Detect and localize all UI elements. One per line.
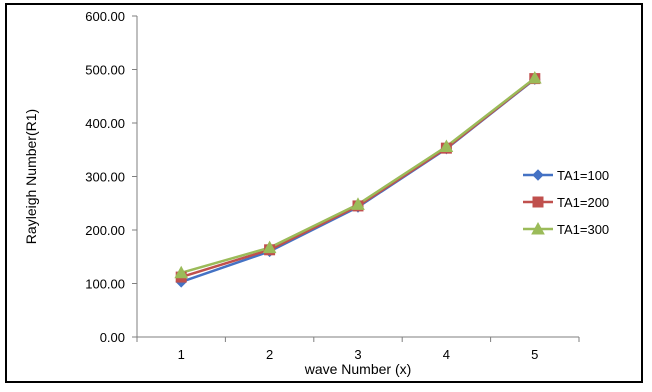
series-lines	[180, 77, 536, 284]
y-axis-ticks: 0.00 100.00 200.00 300.00 400.00 500.00 600.00	[85, 9, 137, 345]
data-point-3-2	[262, 240, 277, 254]
series-line-2	[180, 77, 536, 279]
legend-marker-3	[531, 221, 545, 235]
data-point-3-4	[439, 139, 454, 153]
legend-marker-2	[532, 196, 544, 208]
y-tick-label: 200.00	[85, 223, 125, 238]
chart-frame: 0.00 100.00 200.00 300.00 400.00 500.00 600.00…	[5, 3, 643, 383]
x-tick-label: 2	[266, 347, 273, 362]
data-point-3-1	[174, 265, 189, 279]
series-markers	[174, 71, 542, 288]
y-tick-label: 400.00	[85, 116, 125, 131]
y-tick-label: 600.00	[85, 9, 125, 24]
legend-label-2: TA1=200	[557, 195, 609, 210]
x-tick-label: 3	[354, 347, 361, 362]
x-tick-label: 4	[443, 347, 450, 362]
y-tick-label: 0.00	[100, 330, 125, 345]
y-tick-label: 500.00	[85, 63, 125, 78]
line-chart: 0.00 100.00 200.00 300.00 400.00 500.00 600.00…	[23, 9, 609, 377]
y-tick-label: 100.00	[85, 277, 125, 292]
y-tick-label: 300.00	[85, 170, 125, 185]
y-axis-title: Rayleigh Number(R1)	[23, 109, 39, 244]
legend-label-1: TA1=100	[557, 168, 609, 183]
data-point-3-5	[527, 71, 542, 84]
series-line-3	[180, 77, 536, 275]
series-line-1	[180, 78, 536, 284]
data-point-3-3	[351, 197, 365, 210]
x-tick-label: 5	[531, 347, 538, 362]
x-tick-label: 1	[178, 347, 185, 362]
legend-label-3: TA1=300	[557, 222, 609, 237]
legend-marker-1	[532, 169, 544, 181]
x-axis-title: wave Number (x)	[304, 361, 412, 377]
legend: TA1=100 TA1=200 TA1=300	[523, 168, 609, 237]
x-axis-ticks: 1 2 3 4 5	[136, 337, 580, 362]
